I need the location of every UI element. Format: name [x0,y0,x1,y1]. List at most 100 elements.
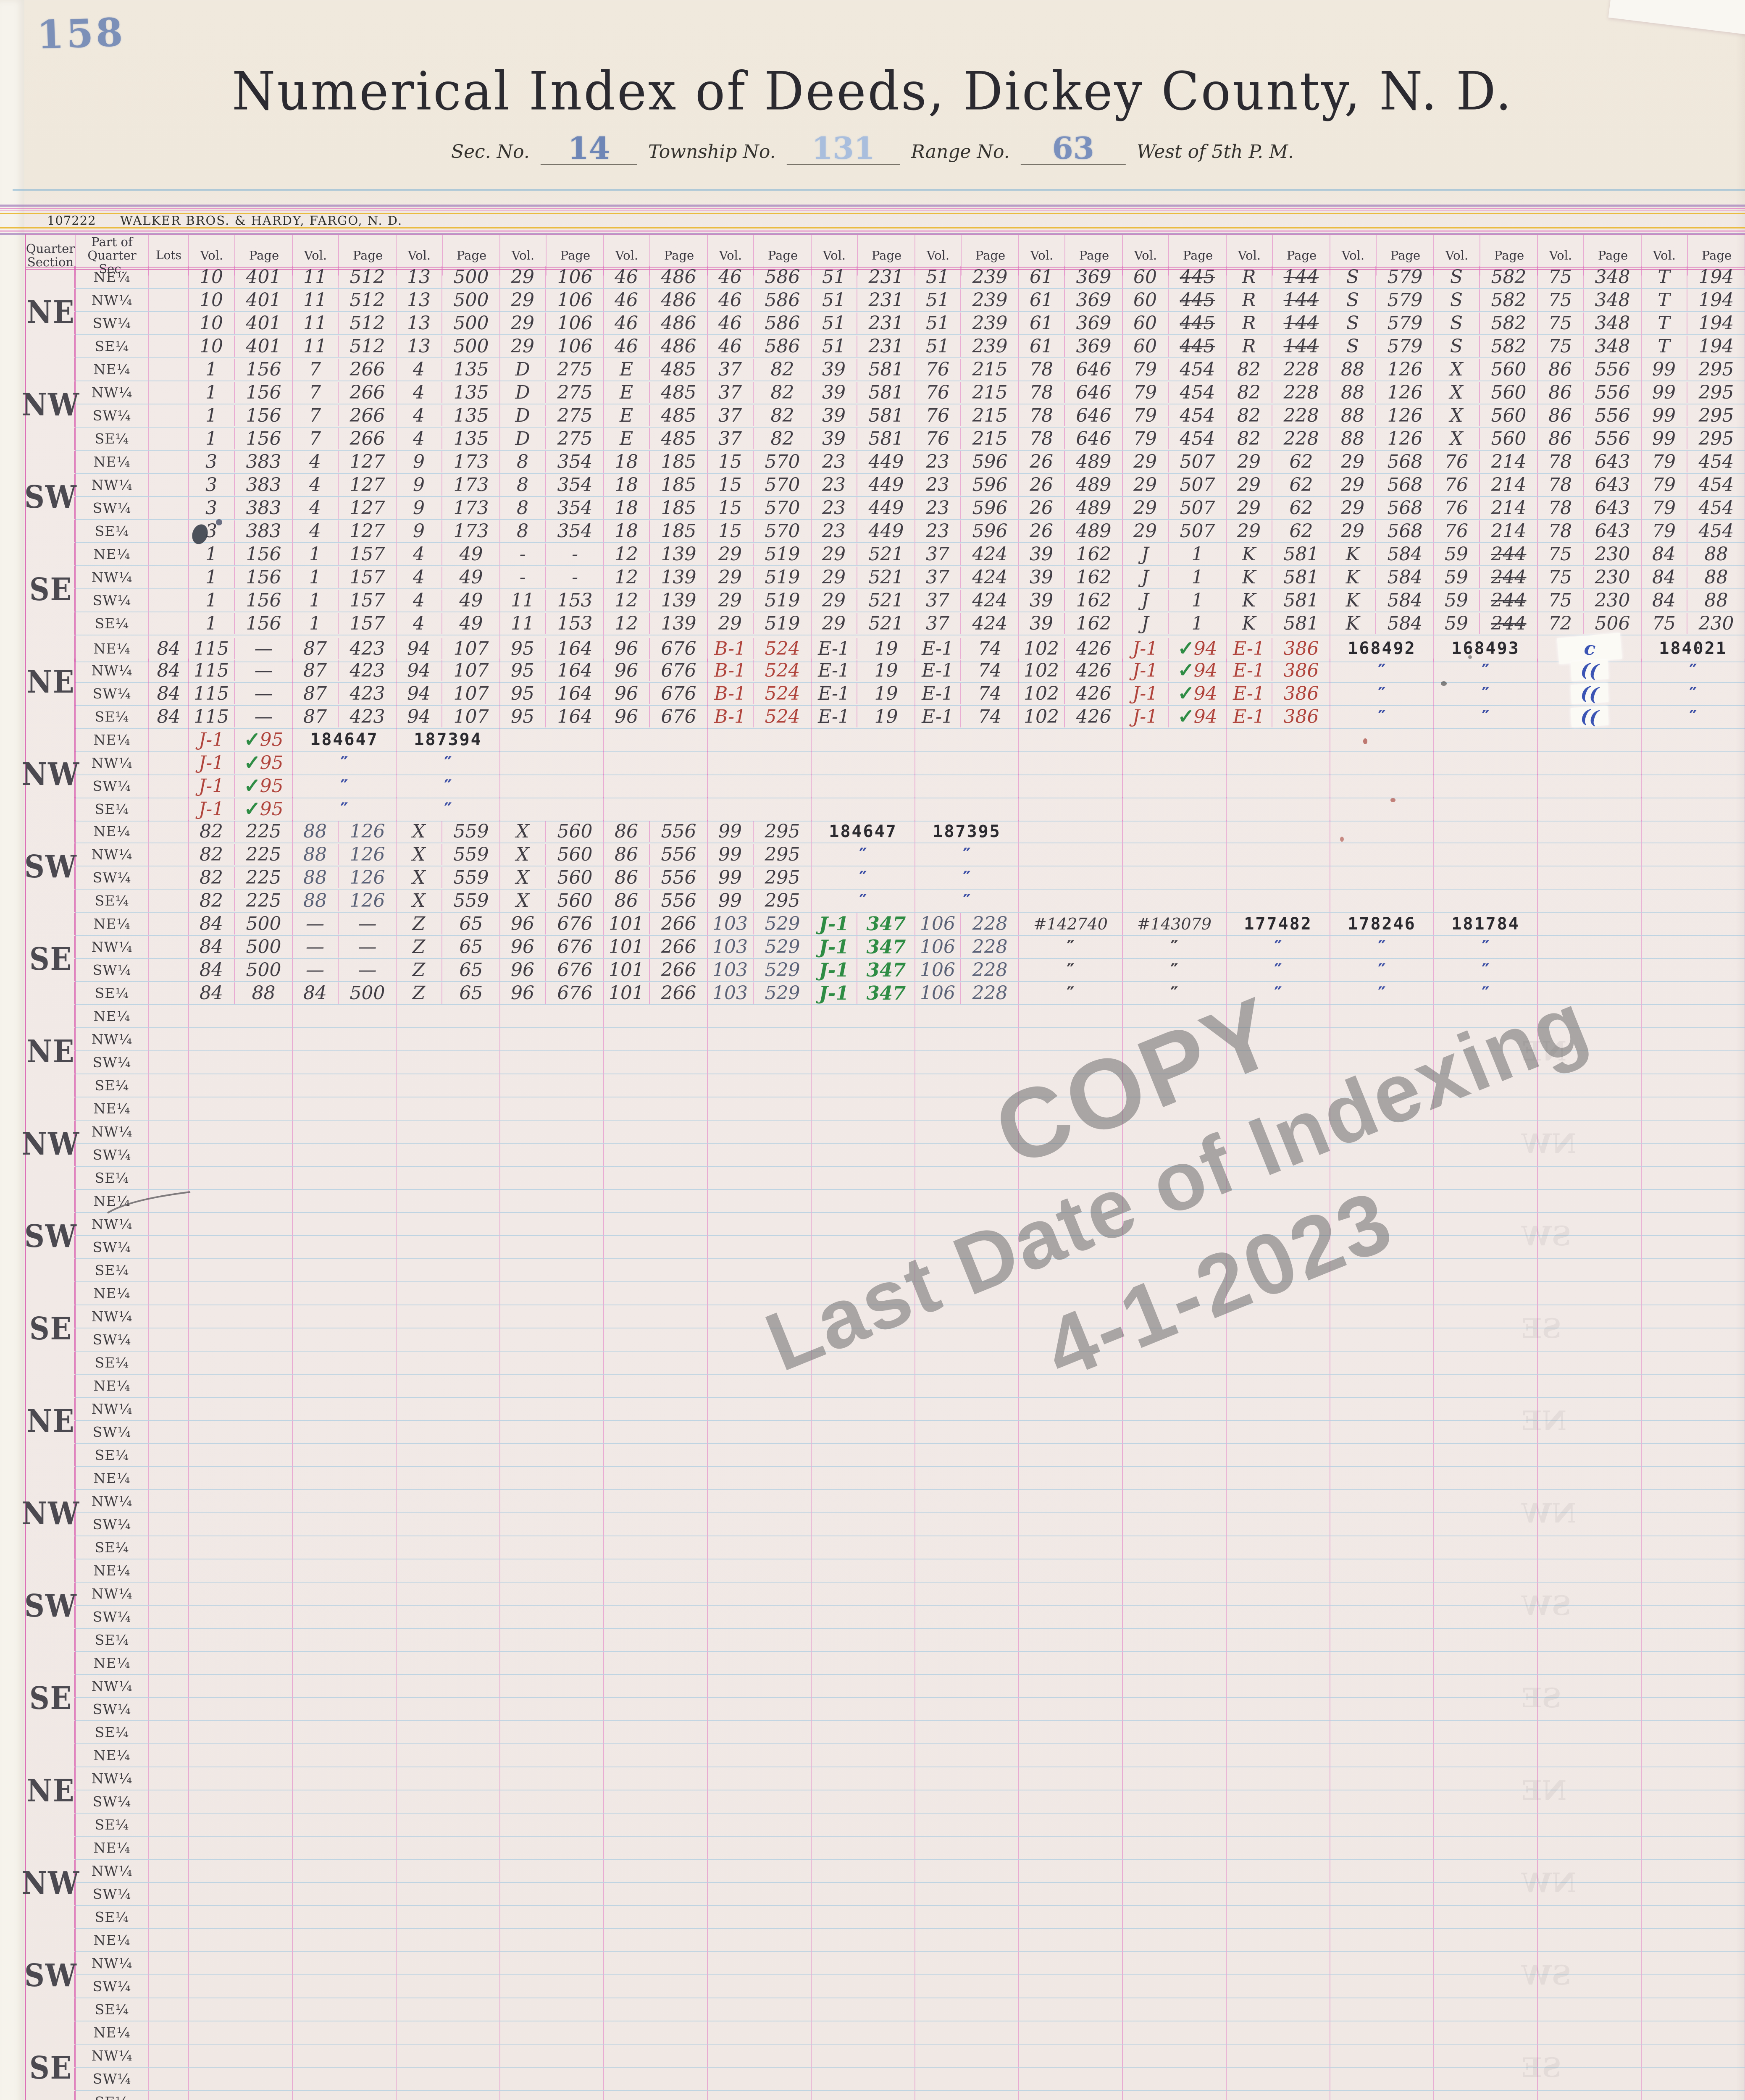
vol-page-pair-empty [1123,1398,1227,1421]
page-cell: 560 [1480,428,1537,449]
vol-value: Z [412,959,426,981]
vol-value: 99 [718,844,742,865]
vol-cell: 84 [1641,590,1687,611]
page-cell: 586 [754,289,811,311]
vol-page-pair-empty [1019,1814,1123,1837]
vol-page-pair-empty [604,2021,708,2045]
vol-page-pair: 106 228 [915,982,1019,1005]
vol-page-pair: 7 266 [293,404,397,428]
page-cell: 107 [442,706,500,727]
vol-page-pair-empty [1434,1721,1538,1744]
lots-cell [149,1259,189,1282]
vol-page-pair-empty [1019,2068,1123,2091]
page-value: - [572,543,578,565]
vol-value: K [1346,613,1360,634]
page-cell: 581 [1272,590,1330,611]
page-value: 74 [978,706,1002,727]
vol-page-pair: 29 507 [1123,474,1227,497]
vol-page-pair: 95 164 [500,635,604,662]
page-value: 62 [1289,474,1313,496]
ditto-mark: ″ [1689,706,1697,727]
part-of-quarter-cell: SW¼ [76,1698,149,1721]
vol-cell: 29 [1226,474,1272,496]
page-value: 19 [874,638,898,659]
vol-value: 96 [615,659,638,681]
vol-page-pair-empty [1642,1513,1745,1536]
lots-cell [149,1652,189,1675]
part-label: SE¼ [95,1077,129,1094]
vol-page-pair: 115— [189,682,293,706]
vol-cell: 37 [915,590,961,611]
vol-page-pair: 94 107 [397,705,500,729]
vol-page-pair: 46 586 [708,312,812,335]
vol-value: 60 [1133,312,1157,334]
vol-page-pair: 29 62 [1227,451,1330,474]
vol-value: K [1346,567,1360,588]
lots-cell [149,797,189,822]
vol-page-pair-empty [1019,843,1123,866]
vol-page-pair-empty [708,797,812,822]
vol-cell: 84 [189,913,235,934]
lots-cell [149,543,189,566]
part-label: SW¼ [92,1516,131,1533]
table-row: NW¼ [26,1121,1745,1144]
vol-value: 1 [205,613,217,634]
vol-page-pair: K 584 [1330,612,1434,635]
vol-page-pair-empty [604,1074,708,1097]
vol-page-pair: E-1 74 [915,659,1019,683]
page-cell: 354 [546,474,604,496]
vol-page-pair: 37 82 [708,381,812,404]
page-value: 348 [1595,266,1630,288]
page-value: 581 [868,359,904,380]
lots-cell [149,1952,189,1975]
vol-value: 78 [1030,428,1053,449]
vol-cell: 59 [1434,613,1480,634]
vol-page-pair: 46 486 [604,335,708,358]
page-cell: 127 [339,451,396,472]
vol-cell: 96 [500,982,546,1004]
vol-value: 87 [303,706,327,727]
part-label: SE¼ [95,338,129,354]
quarter-section-label: SW [24,1218,77,1255]
vol-page-pair-empty [500,1005,604,1028]
vol-page-pair: ″ [1434,959,1538,982]
vol-value: — [306,936,324,958]
vol-page-pair-empty [915,1998,1019,2021]
vol-page-pair: 7 266 [293,358,397,381]
vol-page-pair-empty [812,1328,915,1352]
vol-page-pair-empty [500,1698,604,1721]
vol-page-pair-empty [293,1144,397,1167]
page-cell: 19 [857,660,915,681]
vol-page-pair: ″ [812,843,915,866]
quarter-column-spacer [26,866,76,890]
vol-page-pair-empty [1330,2068,1434,2091]
vol-page-pair: 46 486 [604,312,708,335]
vol-value: 46 [718,336,742,357]
table-row: NE¼ [26,2021,1745,2045]
vol-page-pair-empty [500,1606,604,1629]
quarter-column-spacer [26,1652,76,1675]
vol-value: B-1 [714,638,746,659]
vol-value: 46 [718,289,742,311]
vol-page-pair-empty [708,1721,812,1744]
vol-value: 96 [615,638,638,659]
vol-page-pair-empty [1227,1074,1330,1097]
page-value: 449 [868,497,904,519]
vol-cell: S [1330,289,1376,311]
vol-cell: 11 [500,590,546,611]
vol-page-pair-empty [915,1305,1019,1328]
vol-page-pair: 29 62 [1227,474,1330,497]
lots-cell [149,1236,189,1259]
vol-value: - [519,543,526,565]
page-cell: 347 [857,982,915,1004]
vol-page-pair-empty [189,1952,293,1975]
vol-cell: 94 [396,682,442,704]
table-row: NE¼ [26,1744,1745,1767]
header-vol-page-pair: Vol. Page [915,235,1019,276]
vol-cell: 3 [189,497,235,519]
vol-page-pair: 51 239 [915,335,1019,358]
vol-page-pair-empty [1330,1767,1434,1790]
vol-page-pair-empty [812,1837,915,1860]
vol-cell: 95 [500,682,546,704]
vol-page-pair-empty [1642,1860,1745,1883]
